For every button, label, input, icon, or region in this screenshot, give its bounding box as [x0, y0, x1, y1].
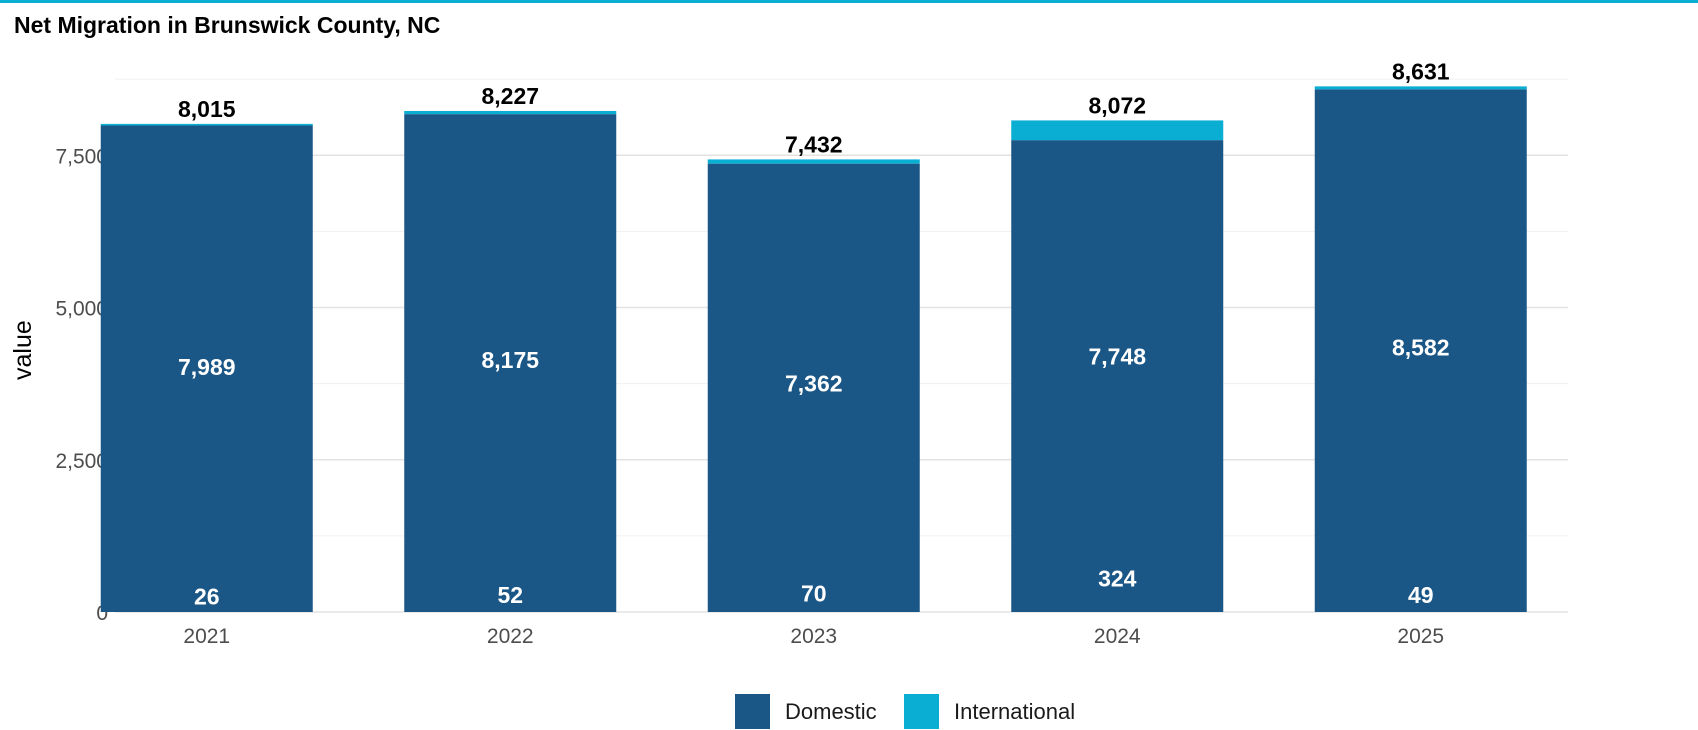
bar-chart: 0 2,500 5,000 7,500 value 7,989 26 8,015 2021 8,1… [9, 58, 1568, 648]
bar-international-2024 [1011, 120, 1224, 141]
label-international-2022: 52 [497, 582, 523, 608]
label-domestic-2023: 7,362 [785, 371, 843, 397]
y-tick-label-3: 7,500 [55, 145, 108, 168]
x-tick-label-2021: 2021 [183, 625, 230, 648]
top-accent-rule [0, 0, 1698, 3]
label-domestic-2024: 7,748 [1088, 343, 1146, 369]
legend: Domestic International [0, 694, 1698, 730]
label-total-2024: 8,072 [1088, 92, 1146, 118]
legend-item-domestic: Domestic [735, 694, 877, 729]
legend-swatch-international [904, 694, 939, 729]
label-total-2022: 8,227 [481, 83, 539, 109]
bar-domestic-2021 [100, 125, 313, 612]
label-international-2024: 324 [1098, 565, 1137, 591]
legend-item-international: International [904, 694, 1075, 729]
x-tick-label-2025: 2025 [1397, 625, 1444, 648]
bar-international-2021 [100, 123, 313, 126]
bar-international-2023 [707, 159, 920, 164]
label-total-2025: 8,631 [1392, 58, 1450, 84]
label-domestic-2021: 7,989 [178, 354, 236, 380]
label-international-2025: 49 [1408, 582, 1434, 608]
bar-domestic-2025 [1314, 89, 1527, 612]
bar-international-2025 [1314, 86, 1527, 90]
label-total-2023: 7,432 [785, 131, 843, 157]
bar-domestic-2023 [707, 163, 920, 612]
bar-domestic-2022 [404, 114, 617, 612]
y-axis-title: value [9, 320, 37, 380]
legend-label-international: International [954, 698, 1076, 724]
x-tick-label-2022: 2022 [487, 625, 534, 648]
y-tick-label-0: 0 [96, 602, 108, 625]
label-international-2023: 70 [801, 581, 827, 607]
chart-title: Net Migration in Brunswick County, NC [14, 12, 441, 38]
label-domestic-2025: 8,582 [1392, 335, 1450, 361]
label-total-2021: 8,015 [178, 96, 236, 122]
legend-label-domestic: Domestic [785, 698, 877, 724]
bar-international-2022 [404, 110, 617, 115]
x-tick-label-2023: 2023 [790, 625, 837, 648]
y-tick-label-1: 2,500 [55, 450, 108, 473]
y-tick-label-2: 5,000 [55, 298, 108, 321]
label-international-2021: 26 [194, 583, 220, 609]
label-domestic-2022: 8,175 [481, 347, 539, 373]
x-tick-label-2024: 2024 [1094, 625, 1141, 648]
bar-domestic-2024 [1011, 140, 1224, 613]
legend-swatch-domestic [735, 694, 770, 729]
